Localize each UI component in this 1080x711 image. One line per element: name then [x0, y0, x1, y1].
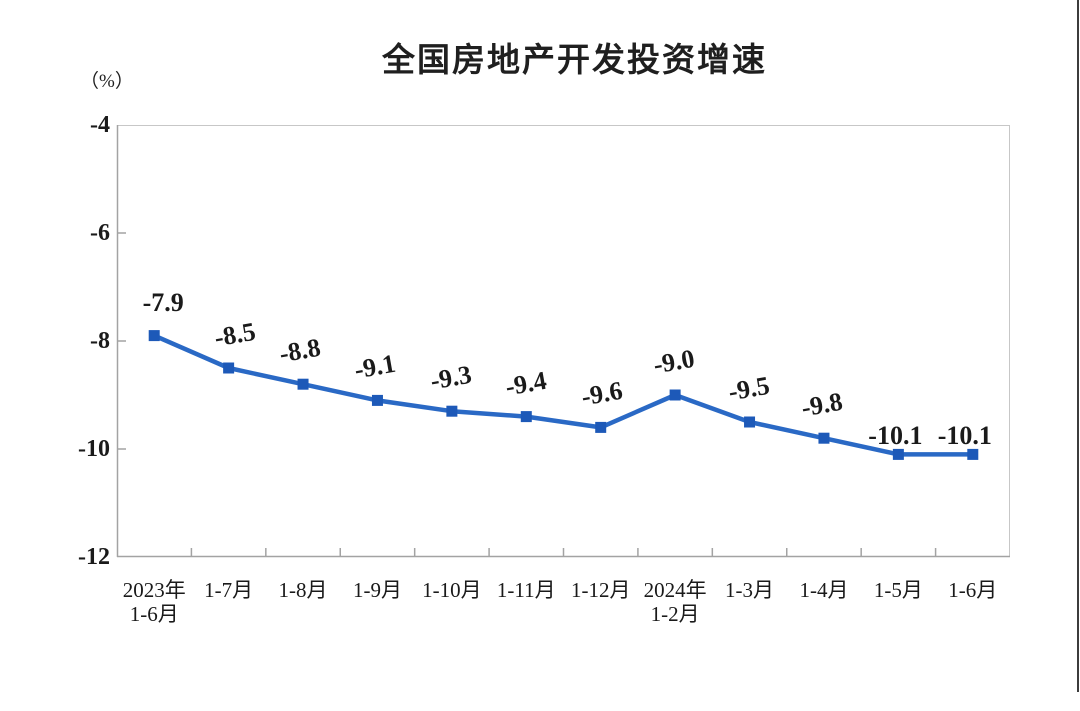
y-tick-label: -12	[78, 544, 110, 570]
chart-title: 全国房地产开发投资增速	[382, 41, 767, 78]
x-tick-label: 1-11月	[496, 578, 556, 602]
data-label: -7.9	[142, 287, 184, 317]
y-axis-unit-label: （%）	[80, 71, 134, 92]
data-point-marker	[967, 448, 979, 460]
data-point-marker	[744, 416, 756, 428]
x-tick-label: 1-5月	[873, 578, 923, 602]
data-point-marker	[520, 411, 532, 423]
x-tick-label: 1-8月	[278, 578, 328, 602]
page-edge-divider-line	[1077, 0, 1079, 692]
x-tick-label: 2023年 1-6月	[122, 578, 186, 626]
x-tick-label: 1-12月	[570, 578, 631, 602]
data-label: -10.1	[868, 421, 923, 451]
x-tick-label: 1-4月	[799, 578, 849, 602]
series-line	[153, 333, 973, 457]
data-point-marker	[446, 405, 458, 417]
y-tick-label: -4	[90, 112, 110, 138]
data-point-marker	[148, 330, 160, 342]
data-point-marker	[371, 394, 383, 406]
y-tick-label: -10	[78, 436, 110, 462]
data-point-marker	[892, 448, 904, 460]
y-tick-label: -6	[90, 220, 110, 246]
data-point-marker	[818, 432, 830, 444]
data-point-marker	[223, 362, 235, 374]
x-tick-label: 1-6月	[948, 578, 998, 602]
x-tick-label: 1-3月	[725, 578, 775, 602]
data-point-marker	[669, 389, 681, 401]
x-tick-label: 1-9月	[352, 578, 402, 602]
y-tick-label: -8	[90, 328, 110, 354]
data-point-marker	[297, 378, 309, 390]
data-point-marker	[595, 421, 607, 433]
data-label: -10.1	[937, 421, 992, 451]
x-tick-label: 1-10月	[422, 578, 482, 602]
plot-area	[117, 125, 1010, 557]
x-tick-label: 1-7月	[204, 578, 254, 602]
x-tick-label: 2024年 1-2月	[643, 578, 707, 626]
